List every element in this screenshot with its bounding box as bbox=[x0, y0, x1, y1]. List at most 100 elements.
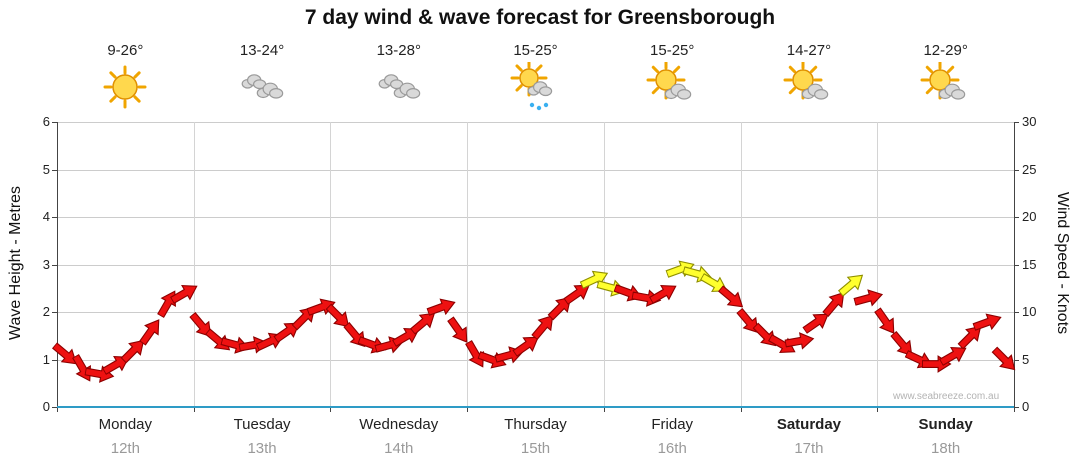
right-axis-tick-label: 20 bbox=[1022, 209, 1037, 224]
weather-icon-sunny bbox=[97, 62, 153, 112]
right-axis-tick bbox=[1014, 122, 1019, 123]
grid-line-vertical bbox=[740, 122, 742, 407]
x-axis-day-name: Wednesday bbox=[359, 416, 439, 433]
left-axis-tick-label: 3 bbox=[42, 256, 50, 272]
wind-arrow bbox=[446, 316, 467, 343]
weather-icon-sun-cloud bbox=[644, 60, 700, 112]
x-axis-tick bbox=[330, 407, 332, 412]
grid-line-horizontal bbox=[57, 312, 1014, 313]
wind-arrow bbox=[890, 331, 913, 357]
left-axis-tick bbox=[52, 169, 57, 171]
day-temperature-range: 15-25° bbox=[513, 42, 558, 59]
wind-arrow bbox=[120, 339, 145, 364]
right-axis-tick bbox=[1014, 264, 1019, 266]
wind-arrow bbox=[547, 296, 572, 321]
x-axis-tick bbox=[1014, 407, 1015, 412]
day-temperature-range: 9-26° bbox=[107, 42, 144, 59]
weather-icon-cloudy bbox=[234, 62, 290, 112]
right-axis-tick-label: 0 bbox=[1022, 399, 1030, 414]
wind-arrow bbox=[325, 303, 350, 328]
x-axis-day-name: Thursday bbox=[504, 416, 567, 433]
chart-title: 7 day wind & wave forecast for Greensbor… bbox=[304, 6, 776, 29]
wind-arrow bbox=[425, 298, 456, 317]
x-axis-day-date: 14th bbox=[384, 440, 414, 457]
grid-line-horizontal bbox=[57, 217, 1014, 218]
wind-arrow bbox=[939, 346, 967, 366]
wind-arrow bbox=[853, 289, 883, 307]
left-axis-tick bbox=[52, 122, 57, 123]
wind-arrow bbox=[51, 341, 77, 365]
wind-arrow bbox=[531, 315, 554, 341]
wind-arrow bbox=[837, 274, 863, 297]
weather-icon-sun-showers bbox=[508, 59, 564, 112]
x-axis-tick bbox=[877, 407, 879, 412]
wind-arrow bbox=[717, 284, 744, 308]
weather-icon-sun-cloud bbox=[781, 60, 837, 112]
wind-arrow bbox=[972, 312, 1003, 331]
wind-arrow bbox=[101, 356, 130, 376]
x-axis-tick bbox=[740, 407, 742, 412]
day-temperature-range: 12-29° bbox=[923, 42, 968, 59]
wind-arrow bbox=[821, 291, 844, 317]
wind-arrow bbox=[410, 312, 436, 335]
right-axis-tick bbox=[1014, 312, 1019, 313]
x-axis-day-date: 12th bbox=[110, 440, 140, 457]
left-axis-tick-label: 1 bbox=[42, 351, 50, 367]
left-axis-tick-label: 4 bbox=[42, 209, 50, 224]
x-axis-day-date: 17th bbox=[794, 440, 824, 457]
left-axis-tick bbox=[52, 312, 57, 313]
right-axis-tick bbox=[1014, 407, 1019, 408]
weather-icon-sun-cloud bbox=[918, 60, 974, 112]
day-temperature-range: 13-24° bbox=[239, 42, 285, 59]
right-axis-tick-label: 15 bbox=[1022, 256, 1037, 272]
wind-arrow bbox=[170, 285, 198, 305]
wind-arrow bbox=[957, 325, 982, 350]
wind-arrow bbox=[273, 322, 300, 343]
wind-arrow bbox=[139, 319, 160, 346]
wind-arrow bbox=[784, 331, 815, 350]
wind-arrow bbox=[512, 336, 539, 358]
left-axis-tick bbox=[52, 407, 57, 408]
x-axis-day-date: 18th bbox=[931, 440, 961, 457]
grid-line-vertical bbox=[603, 122, 605, 407]
day-temperature-range: 13-28° bbox=[376, 42, 421, 59]
day-temperature-range: 15-25° bbox=[650, 42, 695, 59]
wind-arrow bbox=[392, 327, 420, 347]
grid-line-horizontal bbox=[57, 122, 1014, 123]
day-temperature-range: 14-27° bbox=[786, 42, 832, 59]
weather-icon-cloudy bbox=[371, 62, 427, 112]
grid-line-horizontal bbox=[57, 359, 1014, 361]
x-axis-day-date: 15th bbox=[520, 440, 551, 457]
right-axis-tick bbox=[1014, 169, 1019, 171]
x-axis-tick bbox=[467, 407, 469, 412]
x-axis-day-name: Friday bbox=[651, 416, 694, 433]
right-axis-tick-label: 25 bbox=[1022, 161, 1037, 177]
x-axis-day-name: Monday bbox=[98, 416, 153, 433]
grid-line-vertical bbox=[193, 122, 195, 407]
grid-line-vertical bbox=[467, 122, 469, 407]
left-axis-tick-label: 6 bbox=[42, 114, 50, 129]
left-axis-tick-label: 2 bbox=[42, 304, 50, 319]
x-axis-line bbox=[57, 406, 1014, 408]
x-axis-tick bbox=[57, 407, 58, 412]
x-axis-tick bbox=[603, 407, 605, 412]
wind-arrow bbox=[648, 285, 677, 305]
left-axis-tick bbox=[52, 264, 57, 266]
x-axis-day-name: Sunday bbox=[918, 416, 973, 433]
x-axis-tick bbox=[193, 407, 195, 412]
wind-arrow bbox=[736, 307, 759, 333]
right-axis-tick bbox=[1014, 217, 1019, 218]
grid-line-horizontal bbox=[57, 169, 1014, 171]
wind-arrow bbox=[579, 270, 609, 289]
right-axis-tick-label: 10 bbox=[1022, 304, 1037, 319]
x-axis-day-name: Saturday bbox=[776, 416, 842, 433]
grid-line-vertical bbox=[330, 122, 332, 407]
watermark-text: www.seabreeze.com.au bbox=[893, 391, 1000, 402]
wind-arrow bbox=[802, 313, 830, 334]
grid-line-horizontal bbox=[57, 264, 1014, 266]
wind-arrow bbox=[873, 306, 895, 334]
x-axis-day-date: 16th bbox=[657, 440, 687, 457]
left-axis-tick bbox=[52, 217, 57, 218]
wind-arrow bbox=[991, 345, 1016, 370]
